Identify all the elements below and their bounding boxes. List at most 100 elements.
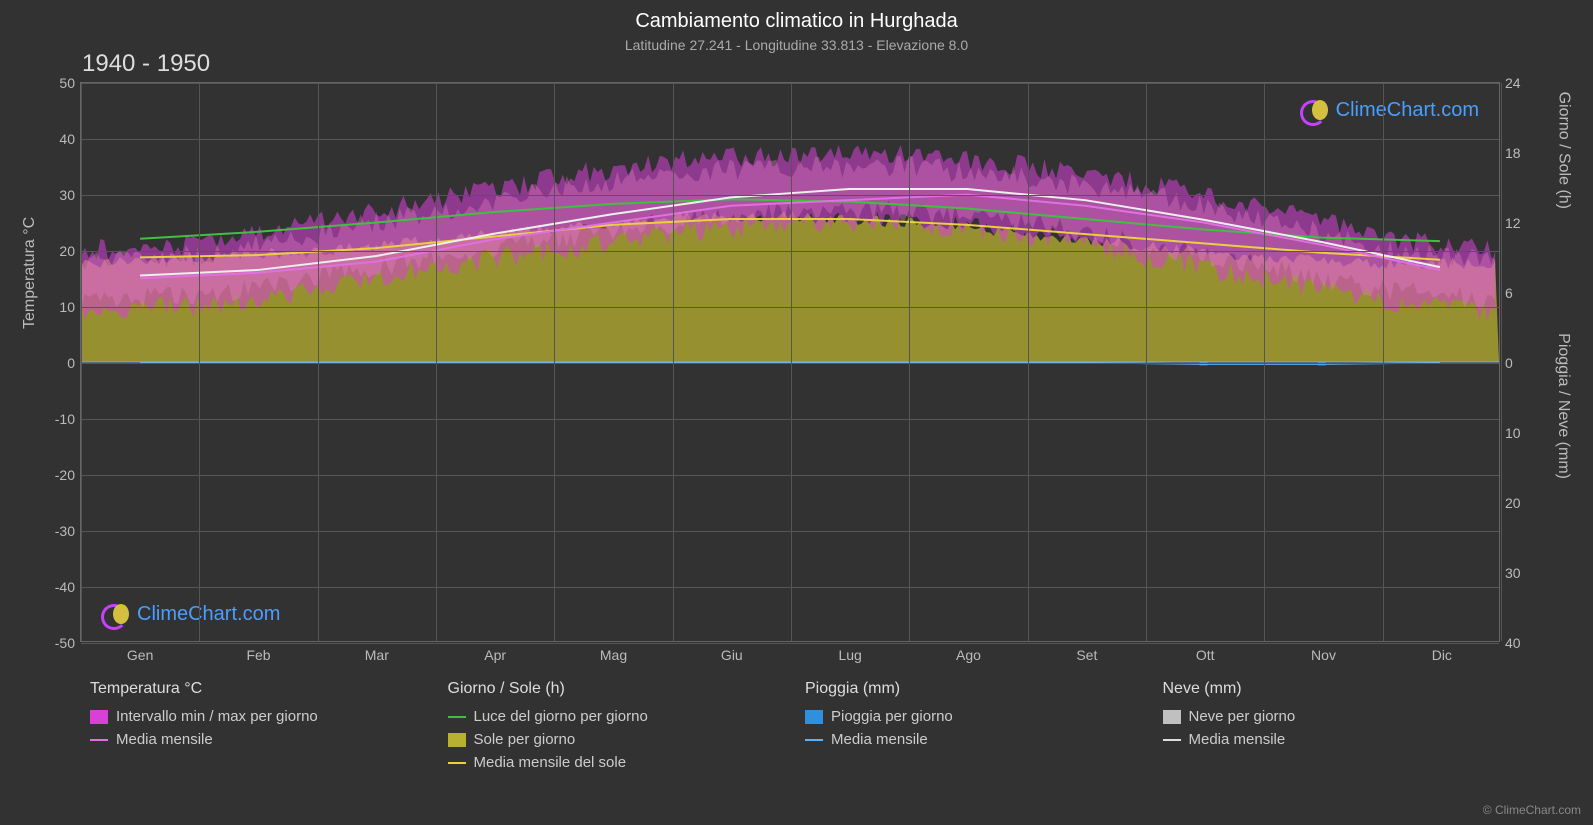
gridline-h bbox=[81, 251, 1499, 252]
gridline-v bbox=[673, 83, 674, 641]
swatch-line-icon bbox=[805, 739, 823, 741]
y-tick-left: 10 bbox=[59, 299, 81, 315]
legend-label: Luce del giorno per giorno bbox=[474, 708, 648, 725]
swatch-box-icon bbox=[448, 733, 466, 747]
gridline-h bbox=[81, 419, 1499, 420]
y-tick-left: 0 bbox=[67, 355, 81, 371]
gridline-h bbox=[81, 139, 1499, 140]
legend-column: Neve (mm) Neve per giorno Media mensile bbox=[1153, 680, 1501, 777]
legend-label: Media mensile bbox=[116, 731, 213, 748]
chart-svg bbox=[81, 83, 1499, 641]
legend-title: Temperatura °C bbox=[90, 680, 418, 698]
legend: Temperatura °C Intervallo min / max per g… bbox=[80, 680, 1500, 777]
gridline-v bbox=[1501, 83, 1502, 641]
logo-icon bbox=[1300, 98, 1332, 122]
gridline-h bbox=[81, 83, 1499, 84]
y-tick-left: -40 bbox=[55, 579, 81, 595]
x-tick-month: Feb bbox=[246, 641, 270, 663]
y-tick-left: -10 bbox=[55, 411, 81, 427]
legend-column: Temperatura °C Intervallo min / max per g… bbox=[80, 680, 428, 777]
swatch-box-icon bbox=[1163, 710, 1181, 724]
y-tick-right-top: 18 bbox=[1499, 145, 1521, 161]
legend-label: Neve per giorno bbox=[1189, 708, 1296, 725]
y-tick-right-bottom: 20 bbox=[1499, 495, 1521, 511]
gridline-v bbox=[436, 83, 437, 641]
x-tick-month: Mag bbox=[600, 641, 627, 663]
legend-item: Media mensile bbox=[90, 731, 418, 748]
x-tick-month: Giu bbox=[721, 641, 743, 663]
y-tick-left: -50 bbox=[55, 635, 81, 651]
swatch-box-icon bbox=[805, 710, 823, 724]
x-tick-month: Apr bbox=[484, 641, 506, 663]
plot-area: ClimeChart.com ClimeChart.com -50-40-30-… bbox=[80, 82, 1500, 642]
gridline-v bbox=[199, 83, 200, 641]
x-tick-month: Ott bbox=[1196, 641, 1215, 663]
y-tick-right-bottom: 40 bbox=[1499, 635, 1521, 651]
legend-label: Pioggia per giorno bbox=[831, 708, 953, 725]
x-tick-month: Mar bbox=[365, 641, 389, 663]
y-tick-right-top: 24 bbox=[1499, 75, 1521, 91]
y-tick-right-bottom: 30 bbox=[1499, 565, 1521, 581]
legend-item: Media mensile bbox=[1163, 731, 1491, 748]
gridline-v bbox=[1264, 83, 1265, 641]
y-tick-left: 40 bbox=[59, 131, 81, 147]
x-tick-month: Dic bbox=[1432, 641, 1452, 663]
legend-label: Media mensile del sole bbox=[474, 754, 627, 771]
swatch-line-icon bbox=[448, 716, 466, 718]
gridline-h bbox=[81, 363, 1499, 364]
y-tick-left: 20 bbox=[59, 243, 81, 259]
gridline-h bbox=[81, 475, 1499, 476]
gridline-h bbox=[81, 531, 1499, 532]
x-tick-month: Lug bbox=[838, 641, 861, 663]
chart-subtitle: Latitudine 27.241 - Longitudine 33.813 -… bbox=[0, 33, 1593, 53]
legend-item: Sole per giorno bbox=[448, 731, 776, 748]
gridline-v bbox=[81, 83, 82, 641]
x-tick-month: Set bbox=[1076, 641, 1097, 663]
y-tick-left: 30 bbox=[59, 187, 81, 203]
legend-item: Luce del giorno per giorno bbox=[448, 708, 776, 725]
gridline-v bbox=[554, 83, 555, 641]
y-axis-right-bottom-label: Pioggia / Neve (mm) bbox=[1554, 333, 1572, 479]
swatch-line-icon bbox=[90, 739, 108, 741]
y-tick-left: -20 bbox=[55, 467, 81, 483]
y-tick-left: 50 bbox=[59, 75, 81, 91]
gridline-v bbox=[791, 83, 792, 641]
gridline-v bbox=[1146, 83, 1147, 641]
y-tick-left: -30 bbox=[55, 523, 81, 539]
logo-icon bbox=[101, 602, 133, 626]
gridline-v bbox=[1383, 83, 1384, 641]
watermark-top: ClimeChart.com bbox=[1300, 98, 1479, 122]
legend-title: Pioggia (mm) bbox=[805, 680, 1133, 698]
gridline-v bbox=[1028, 83, 1029, 641]
y-axis-left-label: Temperatura °C bbox=[21, 217, 39, 329]
legend-item: Media mensile bbox=[805, 731, 1133, 748]
legend-item: Neve per giorno bbox=[1163, 708, 1491, 725]
gridline-h bbox=[81, 195, 1499, 196]
y-tick-right-top: 12 bbox=[1499, 215, 1521, 231]
gridline-v bbox=[318, 83, 319, 641]
legend-title: Neve (mm) bbox=[1163, 680, 1491, 698]
gridline-v bbox=[909, 83, 910, 641]
legend-item: Pioggia per giorno bbox=[805, 708, 1133, 725]
swatch-box-icon bbox=[90, 710, 108, 724]
gridline-h bbox=[81, 307, 1499, 308]
y-tick-right-bottom: 10 bbox=[1499, 425, 1521, 441]
gridline-h bbox=[81, 587, 1499, 588]
y-axis-right-top-label: Giorno / Sole (h) bbox=[1554, 92, 1572, 209]
legend-label: Intervallo min / max per giorno bbox=[116, 708, 318, 725]
period-label: 1940 - 1950 bbox=[82, 50, 210, 78]
climate-chart: Cambiamento climatico in Hurghada Latitu… bbox=[0, 0, 1593, 825]
swatch-line-icon bbox=[448, 762, 466, 764]
legend-column: Giorno / Sole (h) Luce del giorno per gio… bbox=[438, 680, 786, 777]
x-tick-month: Ago bbox=[956, 641, 981, 663]
legend-label: Sole per giorno bbox=[474, 731, 576, 748]
gridline-h bbox=[81, 643, 1499, 644]
legend-label: Media mensile bbox=[1189, 731, 1286, 748]
legend-column: Pioggia (mm) Pioggia per giorno Media mens… bbox=[795, 680, 1143, 777]
legend-item: Intervallo min / max per giorno bbox=[90, 708, 418, 725]
legend-item: Media mensile del sole bbox=[448, 754, 776, 771]
legend-title: Giorno / Sole (h) bbox=[448, 680, 776, 698]
x-tick-month: Nov bbox=[1311, 641, 1336, 663]
legend-label: Media mensile bbox=[831, 731, 928, 748]
x-tick-month: Gen bbox=[127, 641, 153, 663]
